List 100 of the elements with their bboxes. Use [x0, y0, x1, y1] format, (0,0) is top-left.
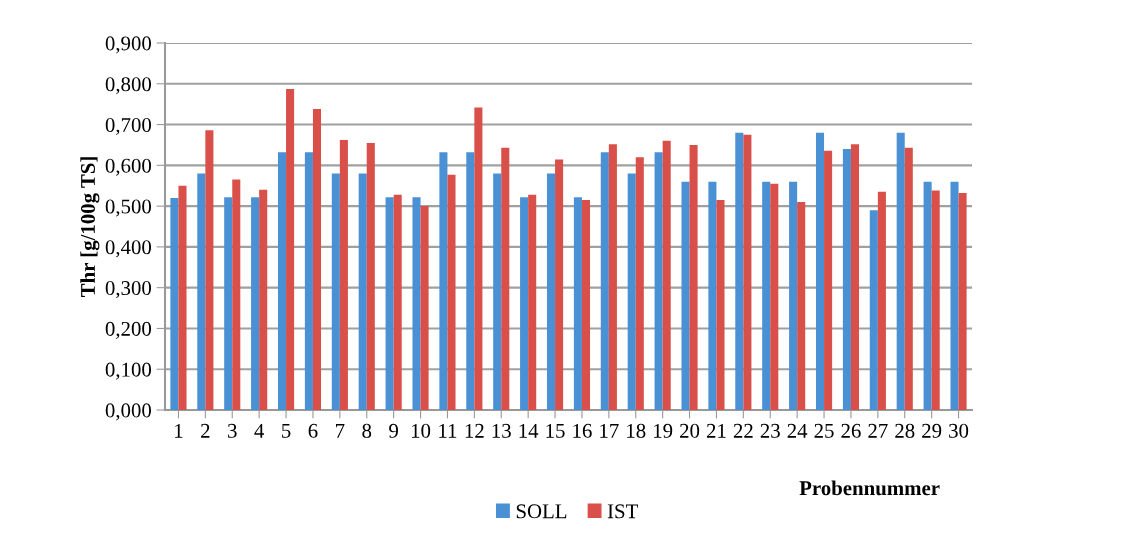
- bar: [520, 197, 529, 410]
- bar: [232, 179, 241, 410]
- x-tick-label: 18: [627, 423, 646, 438]
- bar: [493, 173, 502, 410]
- bar: [358, 173, 367, 410]
- bar: [950, 181, 959, 410]
- x-tick-label: 29: [922, 423, 942, 438]
- bar: [259, 189, 268, 410]
- bar: [627, 173, 636, 410]
- bar: [197, 173, 206, 410]
- y-tick-label: 0,500: [105, 199, 152, 217]
- x-tick-label: 19: [654, 423, 673, 438]
- bar: [447, 174, 456, 410]
- bar: [366, 142, 375, 410]
- x-tick-label: 9: [389, 423, 399, 438]
- bar: [635, 157, 644, 410]
- x-tick-label: 11: [439, 423, 457, 438]
- x-tick-label: 1: [175, 423, 183, 438]
- bar: [931, 190, 940, 410]
- bar: [815, 132, 825, 410]
- bar: [743, 134, 752, 410]
- y-tick-label: 0,400: [105, 240, 152, 258]
- bar: [654, 152, 663, 410]
- x-tick-label: 6: [308, 423, 318, 438]
- legend-label: SOLL: [516, 504, 567, 519]
- bar: [277, 152, 287, 410]
- bar: [762, 181, 771, 410]
- x-tick-label: 8: [362, 423, 372, 438]
- bar: [797, 202, 806, 410]
- bar: [850, 144, 860, 410]
- x-tick-label: 3: [228, 423, 237, 438]
- x-tick-label: 21: [706, 423, 726, 438]
- bar: [923, 181, 932, 410]
- bar: [312, 109, 322, 410]
- bar: [224, 197, 233, 410]
- bar: [662, 140, 671, 410]
- x-tick-label: 12: [465, 423, 484, 438]
- x-tick-label: 20: [680, 423, 700, 438]
- bar: [735, 132, 744, 410]
- y-axis-title: Thr [g/100g TS]: [80, 157, 100, 297]
- y-tick-label: 0,700: [105, 117, 152, 135]
- x-tick-label: 24: [787, 423, 808, 438]
- bar: [608, 144, 617, 410]
- x-tick-label: 25: [814, 423, 834, 438]
- x-axis-title: Probennummer: [799, 480, 940, 496]
- x-tick-label: 30: [949, 423, 969, 438]
- x-tick-label: 14: [519, 423, 539, 438]
- bar: [877, 191, 886, 410]
- x-tick-label: 13: [492, 423, 511, 438]
- bar: [412, 197, 421, 410]
- bar: [681, 181, 690, 410]
- y-tick-label: 0,600: [105, 158, 152, 176]
- bar: [546, 173, 556, 410]
- x-tick-label: 2: [201, 423, 210, 438]
- x-tick-label: 23: [760, 423, 780, 438]
- bar: [331, 173, 340, 410]
- bar: [789, 181, 798, 410]
- bar: [286, 89, 295, 410]
- x-tick-label: 17: [600, 423, 619, 438]
- bar: [385, 197, 394, 410]
- y-tick-label: 0,100: [105, 362, 152, 380]
- bar: [958, 193, 967, 410]
- y-tick-label: 0,000: [105, 403, 152, 421]
- x-tick-label: 26: [841, 423, 861, 438]
- bar: [896, 132, 905, 410]
- bar: [420, 206, 429, 410]
- bar: [393, 194, 402, 410]
- bar: [466, 152, 475, 410]
- x-tick-label: 22: [733, 423, 753, 438]
- x-tick-label: 10: [411, 423, 431, 438]
- bar: [716, 199, 725, 410]
- bar: [600, 152, 609, 410]
- bar: [689, 144, 698, 410]
- bar: [178, 185, 187, 410]
- x-tick-label: 16: [573, 423, 592, 438]
- bar: [869, 210, 878, 410]
- bar: [842, 149, 851, 410]
- bar: [528, 194, 537, 410]
- bar: [824, 150, 833, 410]
- bar: [339, 140, 348, 410]
- x-tick-label: 15: [546, 423, 565, 438]
- y-tick-label: 0,900: [105, 36, 152, 54]
- y-tick-label: 0,300: [105, 281, 152, 299]
- x-tick-label: 5: [282, 424, 291, 438]
- bar: [708, 181, 717, 410]
- bar: [581, 199, 591, 410]
- bar: [304, 152, 313, 410]
- x-tick-label: 4: [254, 423, 265, 438]
- bar: [770, 183, 779, 410]
- bar: [439, 152, 448, 410]
- bar: [251, 197, 260, 410]
- x-tick-label: 27: [868, 423, 888, 438]
- bar: [501, 147, 510, 410]
- bar: [573, 197, 582, 410]
- bar: [474, 107, 483, 410]
- bar: [170, 197, 179, 410]
- x-tick-label: 28: [895, 423, 915, 438]
- bar: [555, 159, 564, 410]
- y-tick-label: 0,800: [105, 77, 152, 95]
- bar: [205, 130, 214, 410]
